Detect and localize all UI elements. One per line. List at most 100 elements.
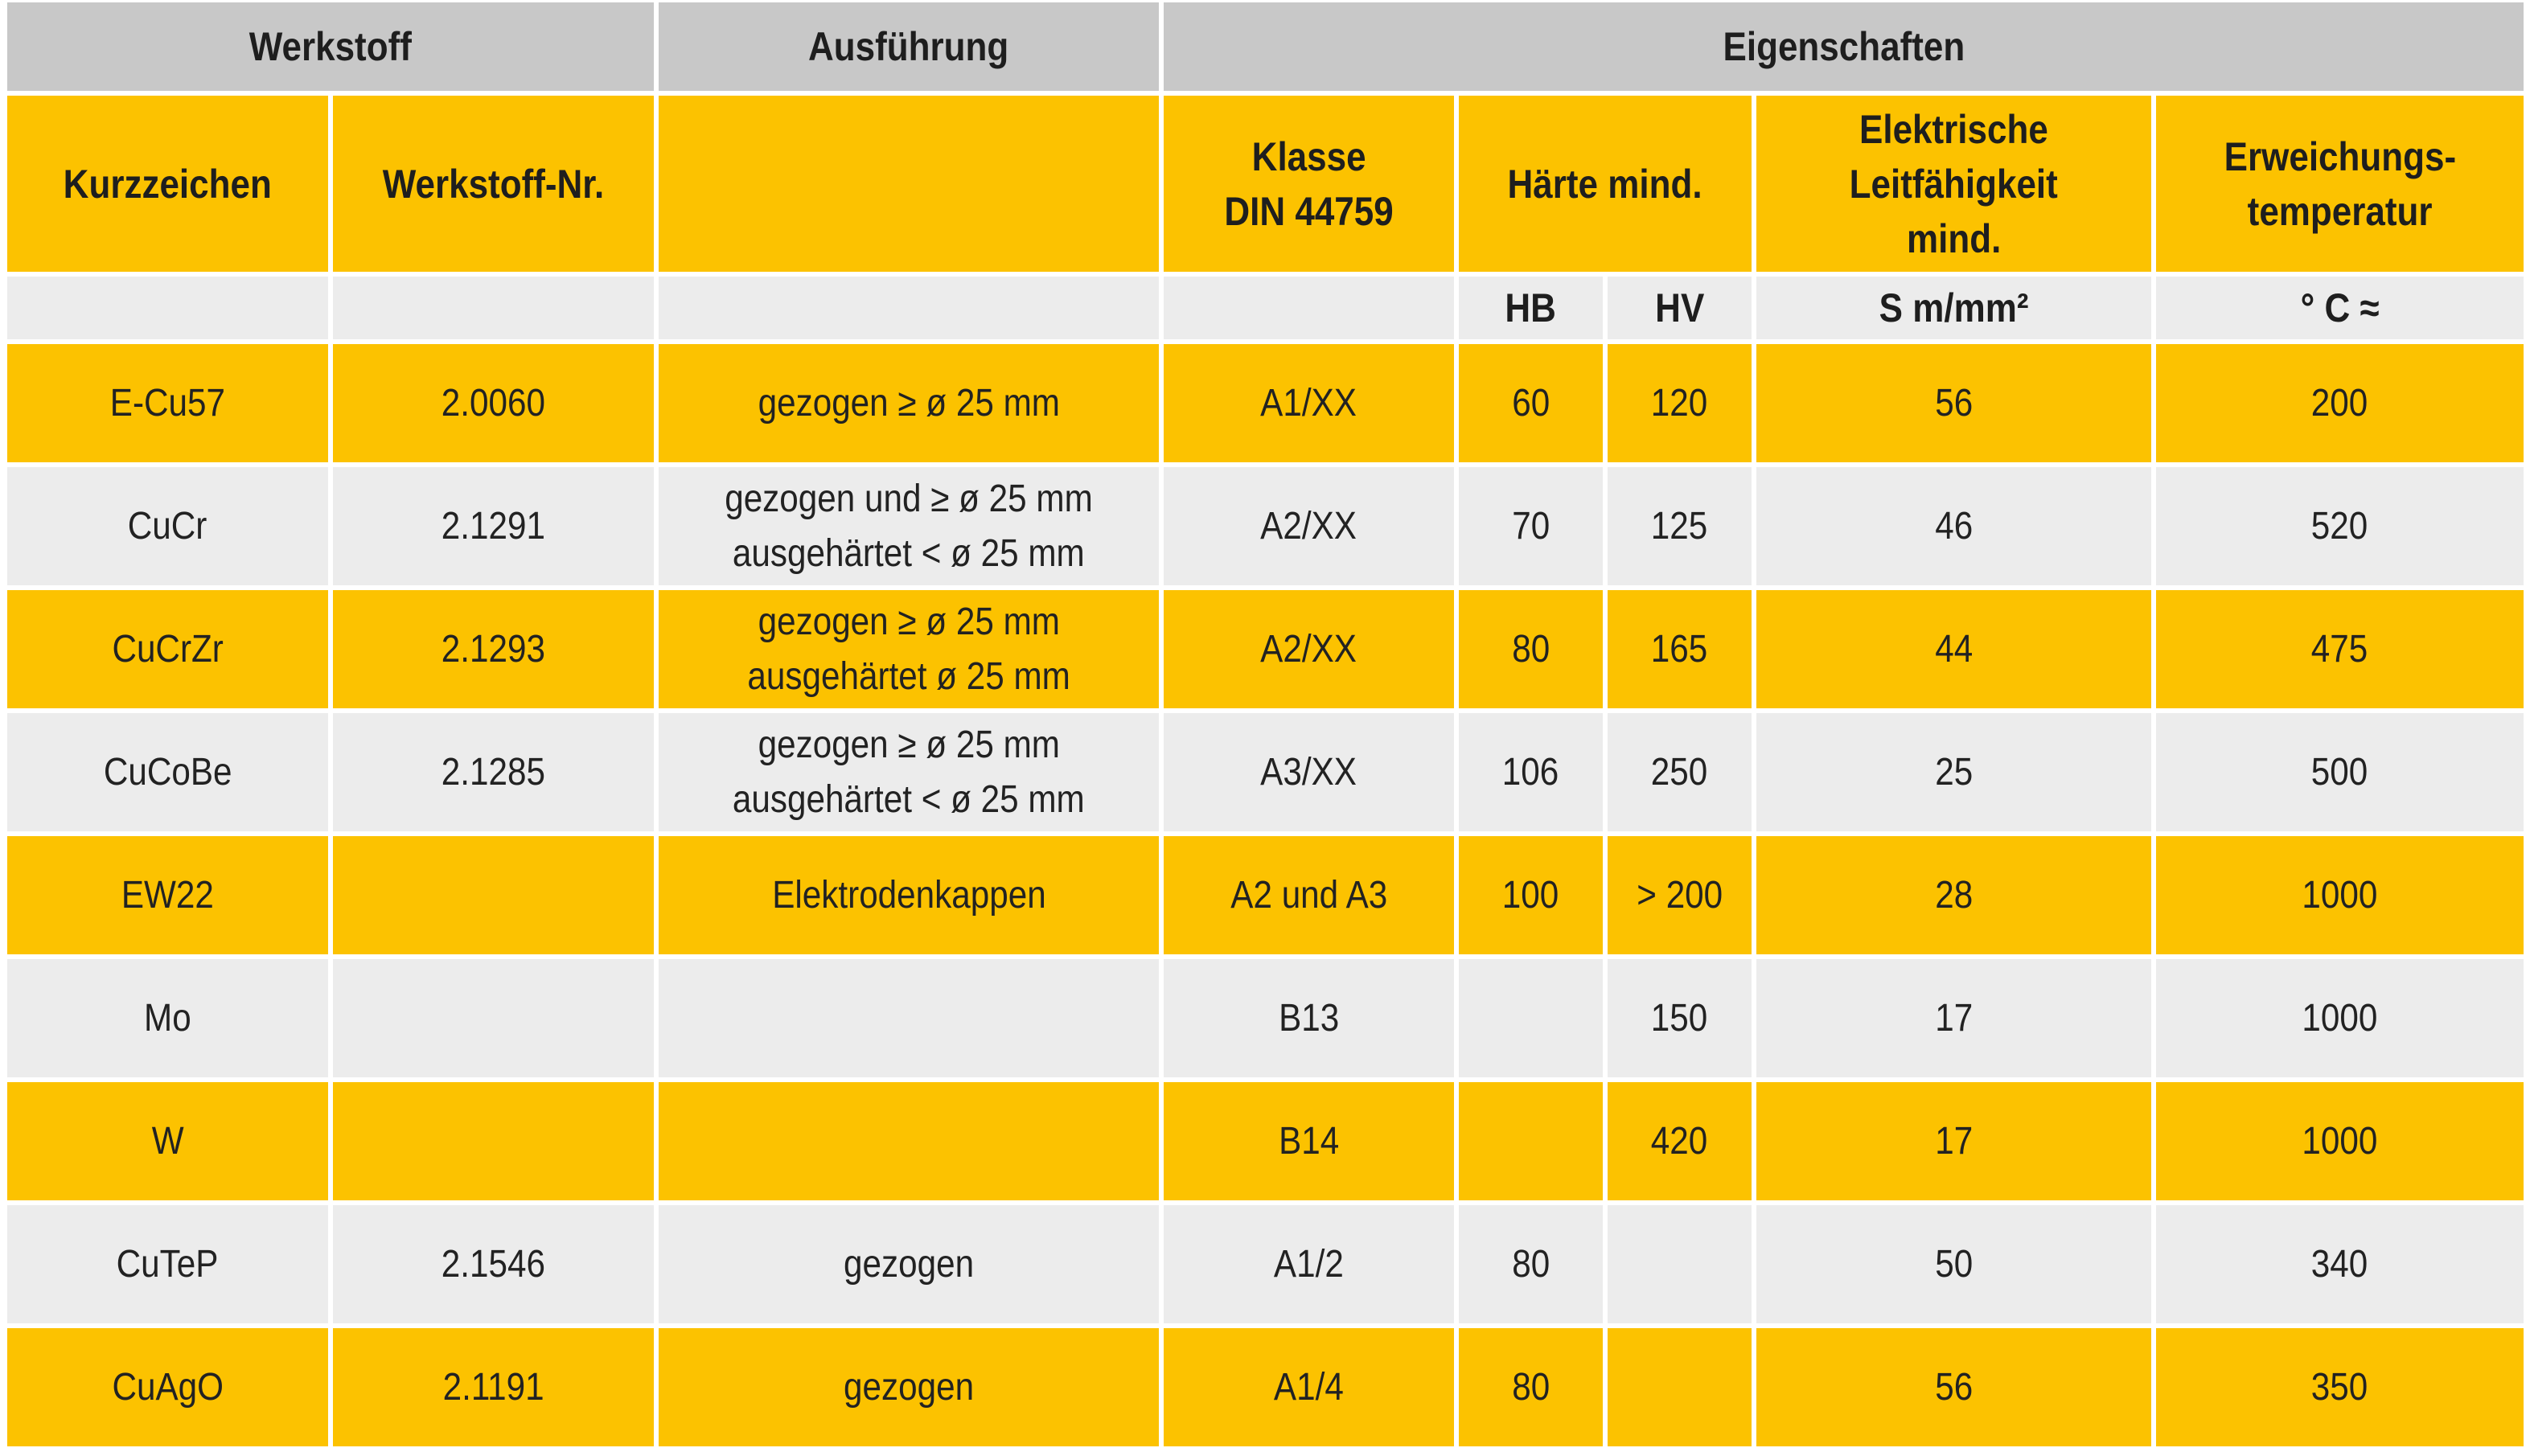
cell-text: DIN 44759 <box>1224 188 1394 234</box>
table-cell: 420 <box>1608 1082 1752 1200</box>
table-cell <box>333 1082 654 1200</box>
cell-text: 2.1291 <box>441 504 546 548</box>
cell-text: 350 <box>2311 1365 2368 1409</box>
table-cell: 28 <box>1756 836 2151 954</box>
cell-text: A3/XX <box>1260 750 1357 794</box>
cell-text: B14 <box>1278 1119 1340 1163</box>
table-cell: 80 <box>1459 1205 1603 1323</box>
table-cell: B14 <box>1164 1082 1454 1200</box>
cell-text: 250 <box>1651 750 1708 794</box>
cell-text: gezogen ≥ ø 25 mm <box>758 600 1060 643</box>
table-cell: 56 <box>1756 344 2151 462</box>
table-cell: A1/XX <box>1164 344 1454 462</box>
table-cell: 200 <box>2156 344 2524 462</box>
table-cell <box>333 959 654 1077</box>
column-header: Werkstoff-Nr. <box>333 96 654 272</box>
cell-text: Erweichungs- <box>2224 133 2456 179</box>
cell-text: gezogen ≥ ø 25 mm <box>758 723 1060 766</box>
table-cell: 350 <box>2156 1328 2524 1446</box>
table-cell: 1000 <box>2156 1082 2524 1200</box>
table-cell: 125 <box>1608 467 1752 585</box>
cell-text: 100 <box>1502 873 1559 917</box>
cell-text: HV <box>1654 285 1705 330</box>
cell-text: Leitfähigkeit <box>1849 161 2059 207</box>
cell-text: 200 <box>2311 381 2368 424</box>
cell-text: 50 <box>1935 1242 1973 1286</box>
table-cell <box>1608 1205 1752 1323</box>
cell-text: 125 <box>1651 504 1708 548</box>
table-cell: E-Cu57 <box>7 344 328 462</box>
unit-cell <box>659 277 1159 339</box>
cell-text: A2/XX <box>1260 627 1357 671</box>
cell-text: 60 <box>1512 381 1550 424</box>
cell-text: Kurzzeichen <box>63 161 273 207</box>
cell-text: 25 <box>1935 750 1973 794</box>
cell-text: Mo <box>144 996 191 1040</box>
cell-text: Klasse <box>1251 133 1366 179</box>
table-cell: CuAgO <box>7 1328 328 1446</box>
cell-text: 520 <box>2311 504 2368 548</box>
table-cell: 2.1546 <box>333 1205 654 1323</box>
table-cell: 340 <box>2156 1205 2524 1323</box>
table-cell <box>1459 1082 1603 1200</box>
unit-cell: HV <box>1608 277 1752 339</box>
cell-text: 2.1546 <box>441 1242 546 1286</box>
table-cell: 80 <box>1459 1328 1603 1446</box>
cell-text: EW22 <box>121 873 215 917</box>
cell-text: ausgehärtet ø 25 mm <box>747 654 1070 698</box>
table-cell: 475 <box>2156 590 2524 708</box>
column-header <box>659 96 1159 272</box>
cell-text: A2 und A3 <box>1230 873 1387 917</box>
cell-text: ausgehärtet < ø 25 mm <box>733 531 1085 575</box>
table-cell: gezogen ≥ ø 25 mm ausgehärtet < ø 25 mm <box>659 713 1159 831</box>
table-cell: 520 <box>2156 467 2524 585</box>
table-cell: A2/XX <box>1164 590 1454 708</box>
cell-text: 1000 <box>2302 996 2378 1040</box>
table-cell: 1000 <box>2156 836 2524 954</box>
table-cell: gezogen und ≥ ø 25 mm ausgehärtet < ø 25 … <box>659 467 1159 585</box>
column-header: Erweichungs-temperatur <box>2156 96 2524 272</box>
table-cell: A1/4 <box>1164 1328 1454 1446</box>
cell-text: 2.1191 <box>442 1365 544 1409</box>
cell-text: gezogen <box>843 1242 975 1286</box>
cell-text: gezogen <box>843 1365 975 1409</box>
table-cell: 56 <box>1756 1328 2151 1446</box>
cell-text: 2.0060 <box>441 381 546 424</box>
table-cell <box>1608 1328 1752 1446</box>
table-cell: 250 <box>1608 713 1752 831</box>
cell-text: HB <box>1505 285 1557 330</box>
cell-text: ausgehärtet < ø 25 mm <box>733 777 1085 821</box>
cell-text: 340 <box>2311 1242 2368 1286</box>
cell-text: 1000 <box>2302 1119 2378 1163</box>
table-cell: 2.1285 <box>333 713 654 831</box>
table-cell: 120 <box>1608 344 1752 462</box>
cell-text: 420 <box>1651 1119 1708 1163</box>
cell-text: 17 <box>1935 1119 1973 1163</box>
table-cell: gezogen <box>659 1205 1159 1323</box>
table-cell: 2.1291 <box>333 467 654 585</box>
unit-cell <box>1164 277 1454 339</box>
table-cell: 60 <box>1459 344 1603 462</box>
table-cell: gezogen ≥ ø 25 mm <box>659 344 1159 462</box>
table-cell: 500 <box>2156 713 2524 831</box>
table-cell: 17 <box>1756 1082 2151 1200</box>
unit-cell <box>333 277 654 339</box>
column-header: Elektrische Leitfähigkeit mind. <box>1756 96 2151 272</box>
table-cell <box>659 1082 1159 1200</box>
table-cell: 25 <box>1756 713 2151 831</box>
cell-text: > 200 <box>1637 873 1723 917</box>
table-cell: 80 <box>1459 590 1603 708</box>
group-header: Eigenschaften <box>1164 2 2524 91</box>
cell-text: gezogen und ≥ ø 25 mm <box>725 477 1093 520</box>
table-cell: Elektrodenkappen <box>659 836 1159 954</box>
cell-text: Elektrische <box>1859 106 2048 152</box>
cell-text: 120 <box>1651 381 1708 424</box>
table-cell: A3/XX <box>1164 713 1454 831</box>
cell-text: E-Cu57 <box>109 381 226 424</box>
cell-text: 80 <box>1512 1242 1550 1286</box>
cell-text: Werkstoff-Nr. <box>382 161 605 207</box>
table-cell: 106 <box>1459 713 1603 831</box>
cell-text: CuCrZr <box>112 627 224 671</box>
table-cell: 46 <box>1756 467 2151 585</box>
